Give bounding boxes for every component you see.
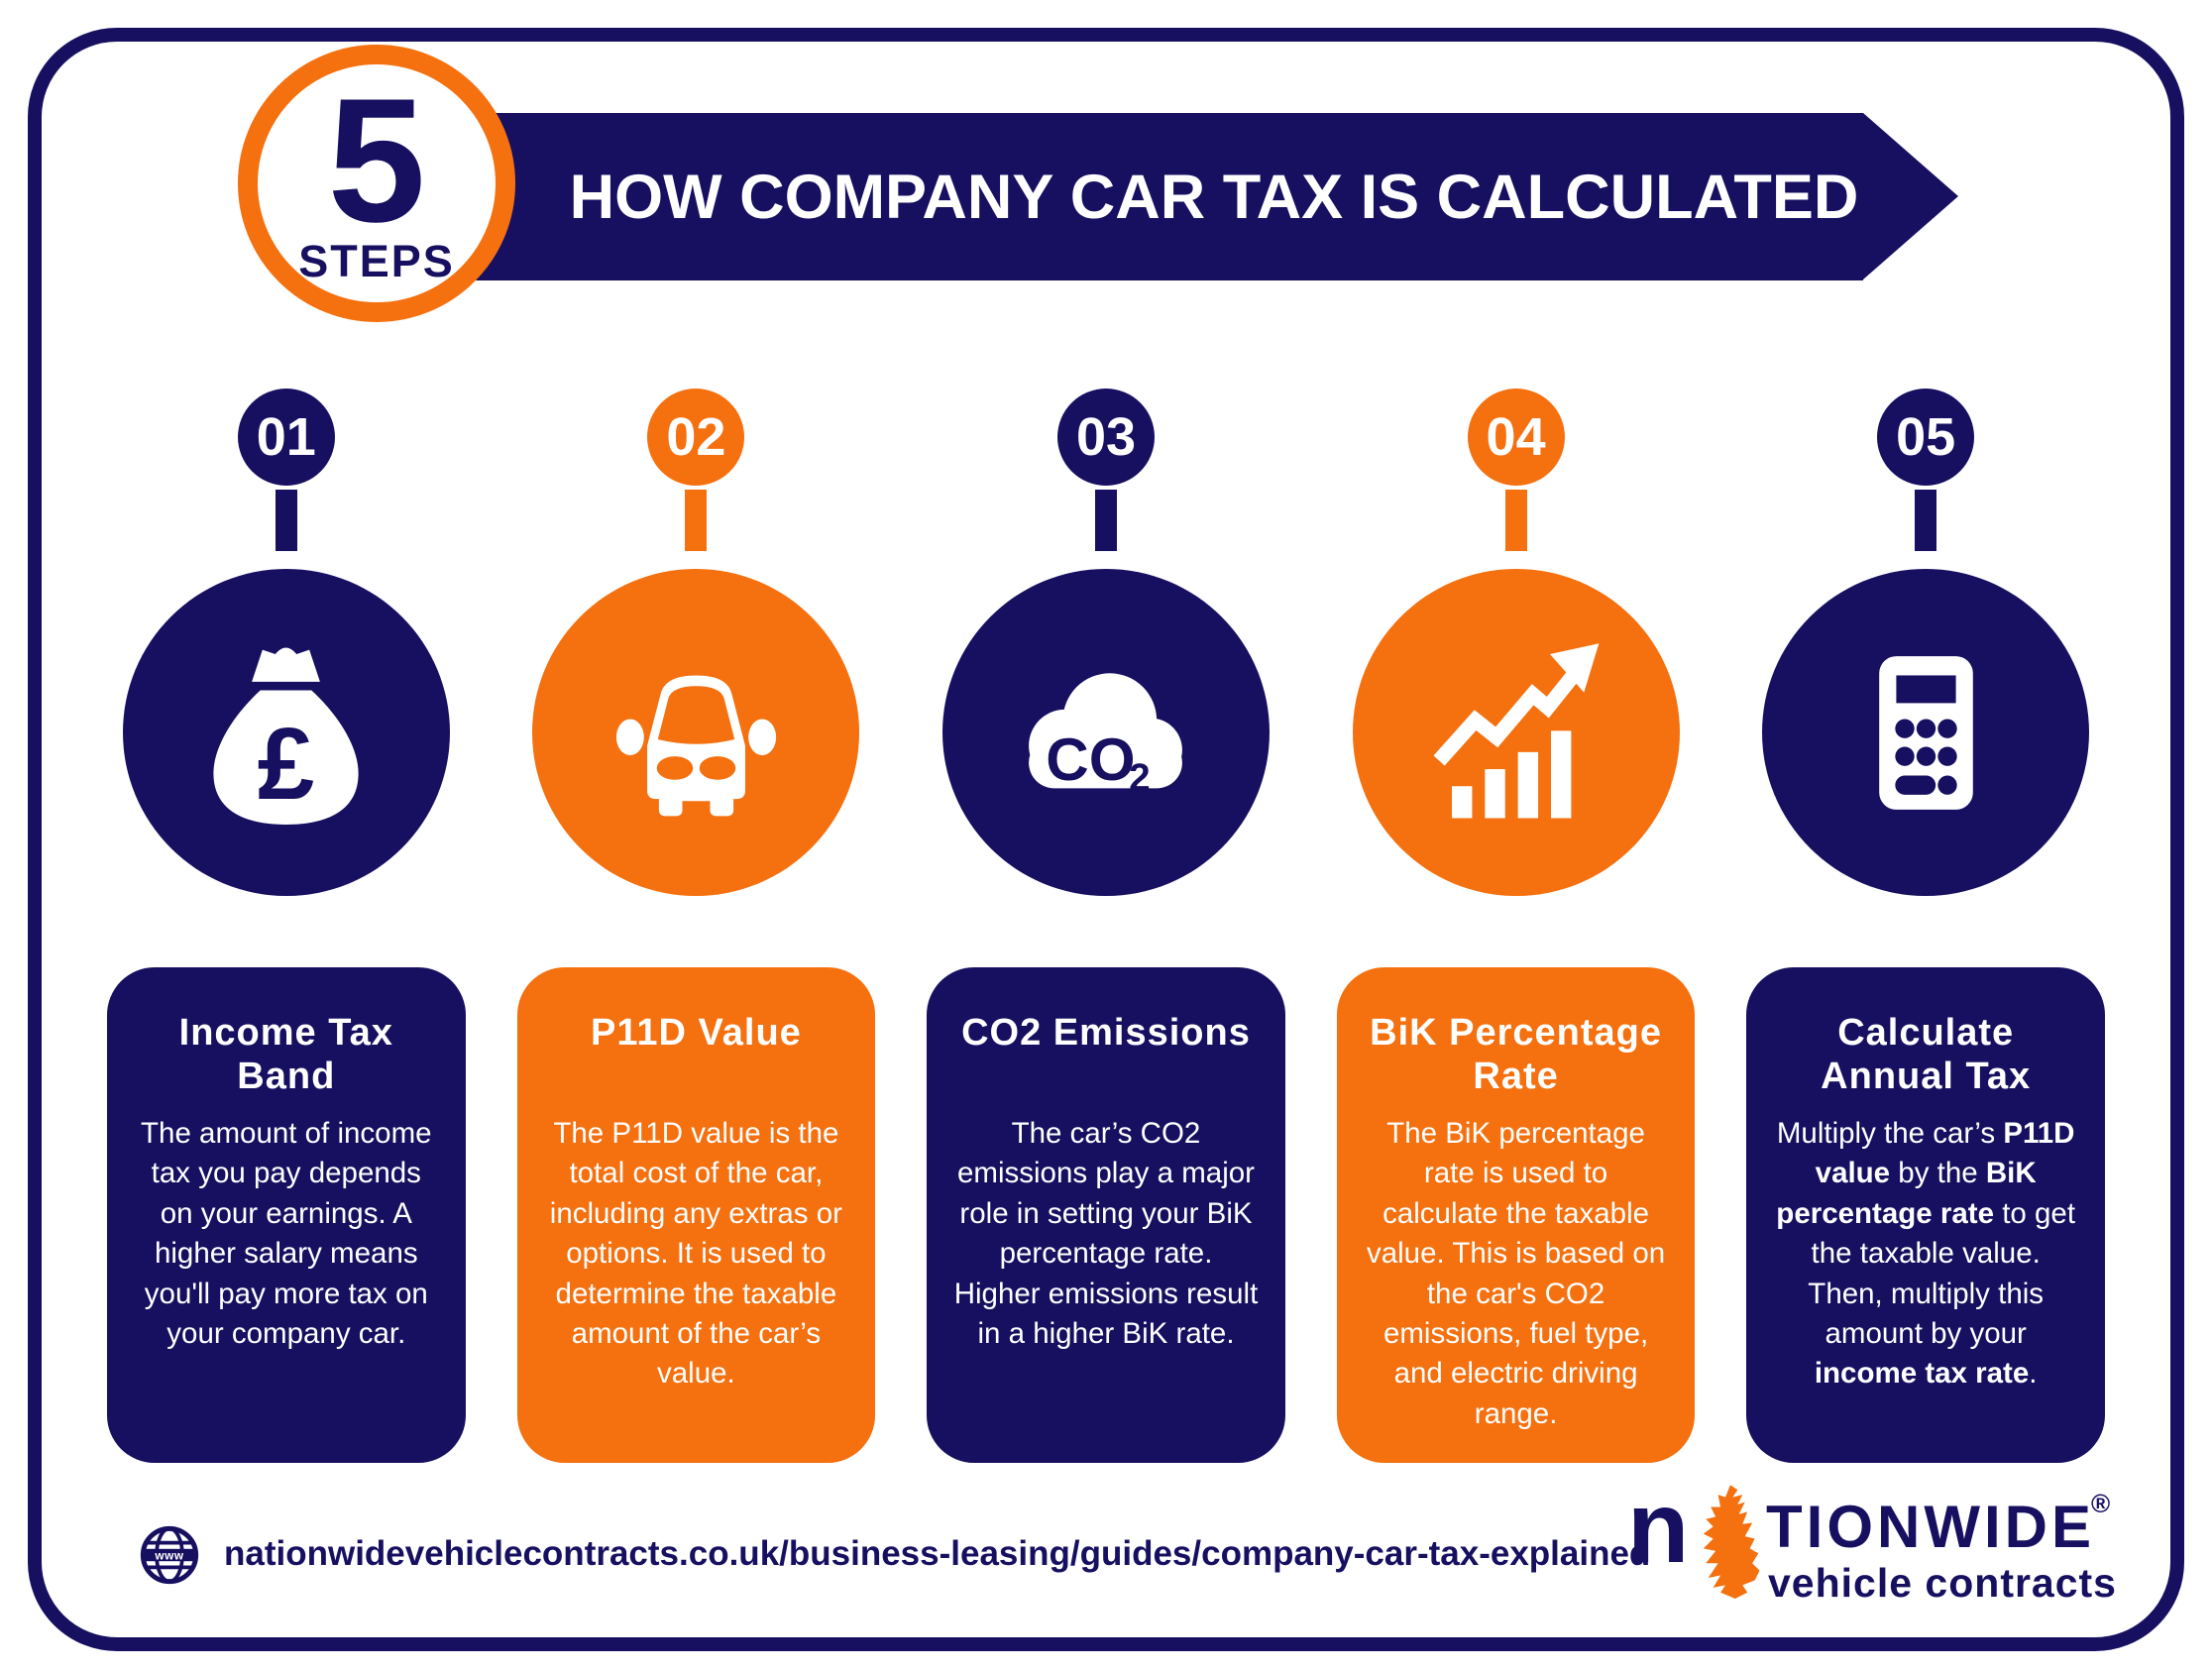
uk-map-icon: [1703, 1485, 1760, 1599]
steps-count-badge: 5 STEPS: [238, 45, 515, 322]
step-icon-circle: £: [122, 569, 450, 896]
step-number-badge: 03: [1056, 389, 1155, 486]
steps-count-number: 5: [327, 61, 426, 260]
step-connector: [1915, 490, 1937, 551]
card-title: CO2 Emissions: [961, 1012, 1251, 1054]
globe-www-label: www: [154, 1549, 184, 1562]
step-number: 03: [1075, 407, 1137, 467]
step-card: Income Tax Band The amount of income tax…: [107, 967, 466, 1463]
card-body: The BiK percentage rate is used to calcu…: [1366, 1117, 1666, 1430]
step-connector: [275, 490, 297, 551]
banner-arrow-tip: [1863, 113, 1958, 279]
header-banner: HOW COMPANY CAR TAX IS CALCULATED: [466, 113, 1863, 280]
step-card: P11D Value The P11D value is the total c…: [516, 967, 876, 1463]
logo-wordmark: TIONWIDE: [1766, 1494, 2095, 1560]
step-number: 01: [256, 407, 316, 467]
logo-subtitle: vehicle contracts: [1768, 1560, 2117, 1606]
car-icon: [615, 674, 777, 816]
globe-www-icon: www: [140, 1525, 199, 1585]
step-number-badge: 04: [1467, 389, 1565, 486]
step-column-5: 05 Calculate Annual Tax Multiply the car…: [1746, 389, 2105, 1463]
card-body: The P11D value is the total cost of the …: [549, 1117, 842, 1391]
step-number-badge: 01: [237, 389, 335, 486]
co2-subscript: 2: [1130, 756, 1152, 799]
step-connector: [1504, 490, 1527, 551]
step-icon-circle: [532, 569, 860, 896]
growth-chart-icon: [1433, 642, 1600, 818]
nationwide-logo: n TIONWIDE ® vehicle contracts: [1627, 1471, 2133, 1619]
step-number-badge: 05: [1877, 389, 1975, 486]
logo-letter-n: n: [1627, 1471, 1690, 1584]
co2-text: CO: [1047, 725, 1136, 792]
card-title: Calculate Annual Tax: [1821, 1012, 2032, 1098]
step-card: CO2 Emissions The car’s CO2 emissions pl…: [927, 967, 1285, 1463]
pound-symbol: £: [258, 707, 314, 821]
step-number: 04: [1486, 407, 1546, 467]
step-number-badge: 02: [647, 389, 745, 486]
step-card: Calculate Annual Tax Multiply the car’s …: [1746, 967, 2105, 1463]
steps-count-label: STEPS: [298, 235, 455, 286]
money-bag-icon: £: [213, 647, 359, 825]
co2-cloud-icon: CO 2: [1029, 672, 1183, 799]
step-icon-circle: [1352, 569, 1680, 896]
registered-trademark-icon: ®: [2091, 1489, 2111, 1518]
step-column-1: 01 £ Income Tax Band The amount of incom…: [107, 389, 466, 1463]
step-icon-circle: [1762, 569, 2090, 896]
step-card: BiK Percentage Rate The BiK percentage r…: [1336, 967, 1696, 1463]
step-column-4: 04 BiK Percentage Rate The BiK percentag…: [1336, 389, 1696, 1463]
card-title: P11D Value: [590, 1012, 802, 1054]
step-connector: [1094, 490, 1117, 551]
steps-row: 01 £ Income Tax Band The amount of incom…: [107, 389, 2105, 1463]
calculator-icon: [1878, 655, 1973, 810]
footer-url[interactable]: nationwidevehiclecontracts.co.uk/busines…: [224, 1534, 1651, 1573]
step-column-3: 03 CO 2 CO2 Emissions The car’s CO2 emis…: [927, 389, 1285, 1463]
step-number: 05: [1896, 407, 1956, 467]
page-title: HOW COMPANY CAR TAX IS CALCULATED: [569, 162, 1859, 232]
card-title: BiK Percentage Rate: [1370, 1012, 1663, 1098]
card-title: Income Tax Band: [178, 1012, 393, 1098]
step-number: 02: [666, 407, 726, 467]
card-body: The amount of income tax you pay depends…: [141, 1117, 432, 1351]
card-body: The car’s CO2 emissions play a major rol…: [953, 1117, 1259, 1351]
card-body: Multiply the car’s P11D value by the BiK…: [1776, 1117, 2076, 1391]
step-icon-circle: CO 2: [941, 569, 1270, 896]
step-connector: [685, 490, 708, 551]
step-column-2: 02 P11D Value The P11D value is the tota…: [516, 389, 876, 1463]
